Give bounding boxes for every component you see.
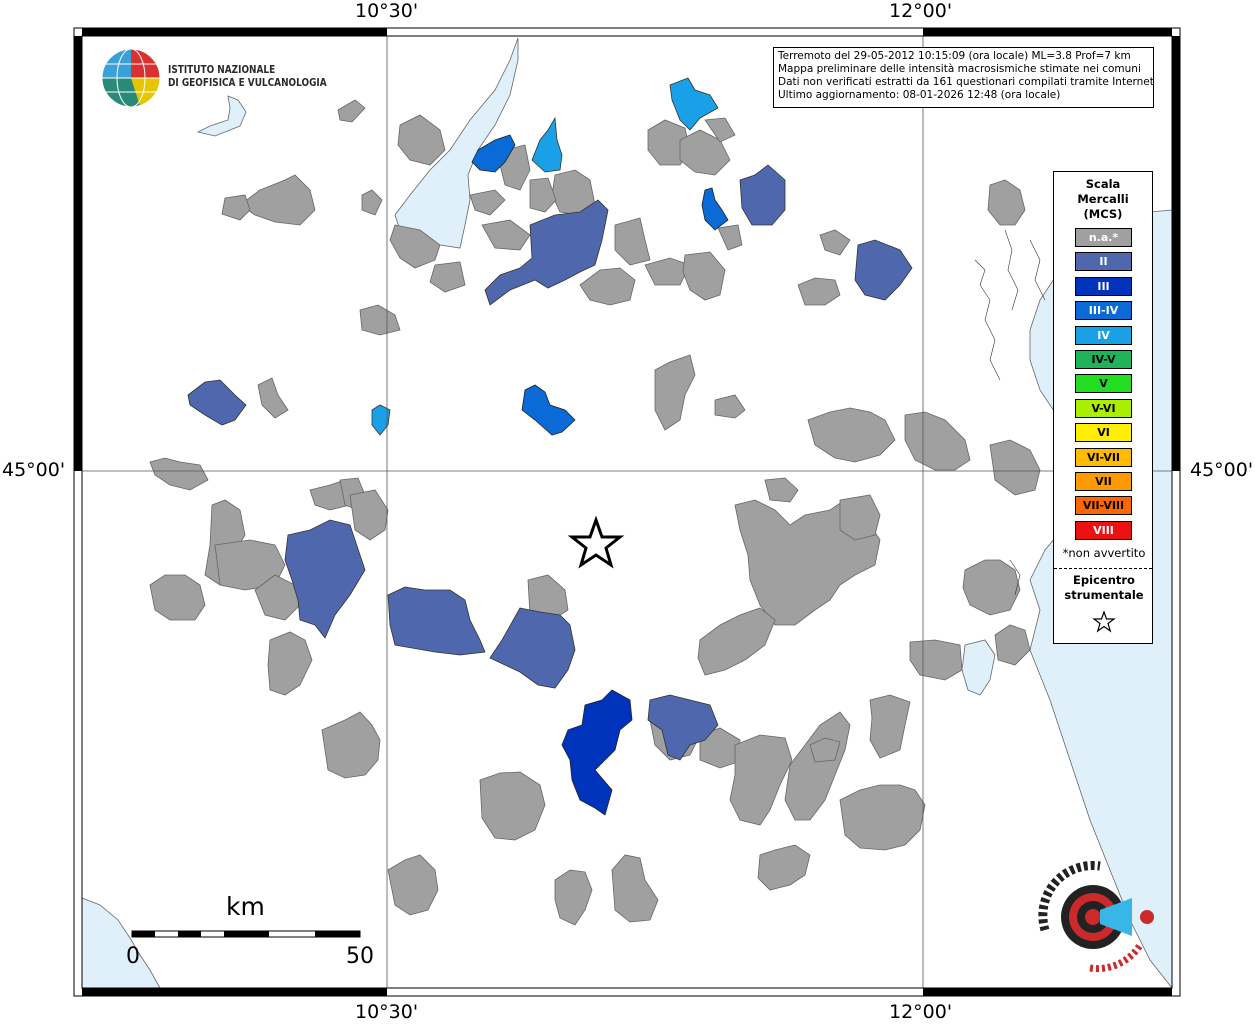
scale-bar bbox=[131, 930, 361, 938]
institute-line-2: DI GEOFISICA E VULCANOLOGIA bbox=[168, 77, 327, 89]
legend-title-line-1: Scala bbox=[1085, 177, 1121, 191]
legend-swatch: V-VI bbox=[1075, 398, 1132, 418]
lon-tick-bottom-right: 12°00' bbox=[889, 1001, 953, 1023]
info-line-1: Terremoto del 29-05-2012 10:15:09 (ora l… bbox=[778, 50, 1131, 62]
institute-line-1: ISTITUTO NAZIONALE bbox=[168, 64, 276, 76]
scale-min-label: 0 bbox=[126, 944, 140, 969]
legend-swatch: VII-VIII bbox=[1075, 496, 1132, 516]
legend-note: *non avvertito bbox=[1062, 546, 1146, 560]
legend-swatch: IV-V bbox=[1075, 350, 1132, 369]
municipalities-na bbox=[149, 99, 1041, 926]
legend-swatch: n.a.* bbox=[1075, 228, 1132, 247]
lat-tick-right: 45°00' bbox=[1190, 459, 1254, 481]
map-frame bbox=[73, 27, 1181, 997]
lat-tick-left: 45°00' bbox=[2, 459, 66, 481]
lon-tick-top-left: 10°30' bbox=[355, 0, 419, 22]
legend-swatch: VI-VII bbox=[1075, 447, 1132, 467]
municipalities-ii bbox=[187, 164, 913, 761]
municipalities-iii bbox=[561, 689, 633, 816]
legend-epicenter-line-1: Epicentro bbox=[1073, 573, 1135, 587]
info-line-2: Mappa preliminare delle intensità macros… bbox=[778, 63, 1141, 75]
legend-swatch: II bbox=[1075, 252, 1132, 272]
graticule bbox=[82, 36, 1172, 988]
info-line-3: Dati non verificati estratti da 161 ques… bbox=[778, 76, 1154, 88]
lon-tick-top-right: 12°00' bbox=[889, 0, 953, 22]
legend-swatch: III-IV bbox=[1075, 301, 1132, 321]
municipalities-iii-iv bbox=[471, 134, 729, 436]
coast-details bbox=[974, 229, 1046, 596]
legend-swatch: VI bbox=[1075, 423, 1132, 443]
legend-epicenter-label: Epicentro strumentale bbox=[1054, 573, 1154, 603]
ingv-logo-icon bbox=[101, 48, 161, 108]
legend-star-icon bbox=[1092, 610, 1116, 633]
legend-swatch: V bbox=[1075, 374, 1132, 394]
legend-swatch: IV bbox=[1075, 325, 1132, 345]
legend-swatch: III bbox=[1075, 276, 1132, 296]
legend-title-line-3: (MCS) bbox=[1083, 207, 1123, 221]
legend-epicenter-line-2: strumentale bbox=[1064, 588, 1144, 602]
legend-swatch: VIII bbox=[1075, 520, 1132, 540]
haisentito-logo-icon bbox=[1038, 861, 1154, 973]
epicenter-star-icon bbox=[567, 515, 625, 569]
event-info-box: Terremoto del 29-05-2012 10:15:09 (ora l… bbox=[773, 47, 1154, 108]
scale-unit-label: km bbox=[226, 892, 265, 921]
legend-separator bbox=[1054, 568, 1152, 569]
municipalities-iv bbox=[371, 77, 719, 436]
legend-title-line-2: Mercalli bbox=[1077, 192, 1129, 206]
legend-swatch: VII bbox=[1075, 472, 1132, 491]
scale-max-label: 50 bbox=[346, 944, 374, 969]
mcs-legend: Scala Mercalli (MCS) n.a.* II III III-IV IV I… bbox=[1053, 171, 1153, 644]
legend-title: Scala Mercalli (MCS) bbox=[1054, 177, 1152, 222]
lon-tick-bottom-left: 10°30' bbox=[355, 1001, 419, 1023]
institute-name: ISTITUTO NAZIONALE DI GEOFISICA E VULCAN… bbox=[168, 64, 327, 90]
info-line-4: Ultimo aggiornamento: 08-01-2026 12:48 (… bbox=[778, 89, 1061, 101]
